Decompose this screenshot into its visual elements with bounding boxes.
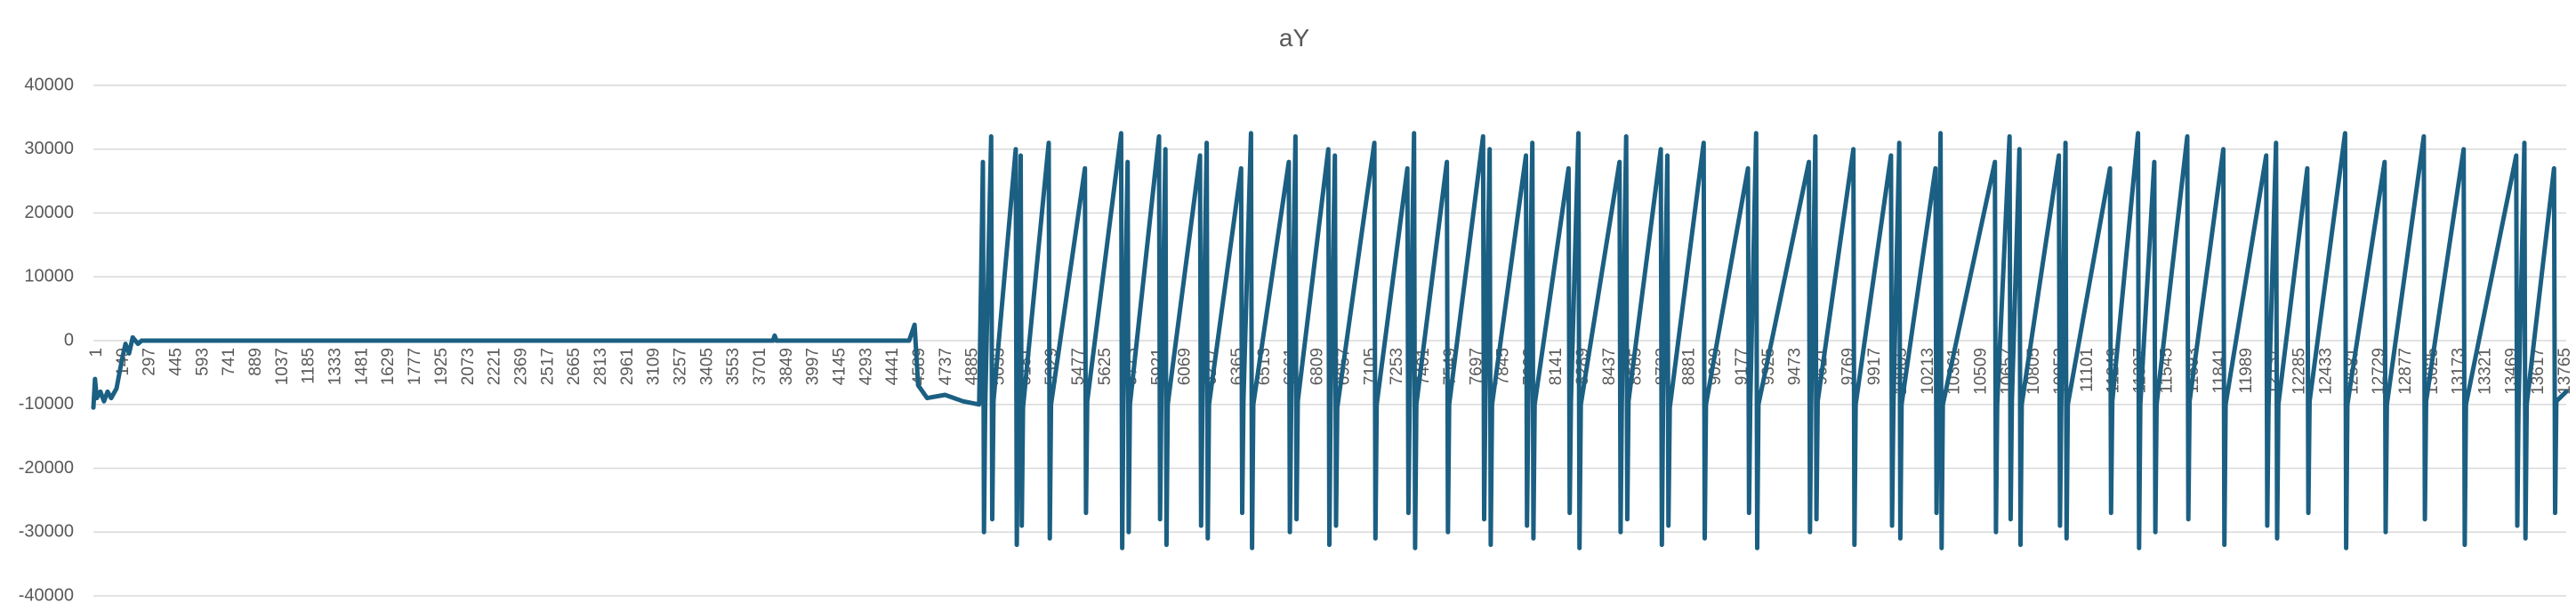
x-tick-label: 4885: [963, 348, 982, 385]
y-tick-label: -30000: [19, 522, 74, 542]
x-tick-label: 1777: [406, 348, 424, 385]
x-tick-label: 1185: [300, 348, 318, 384]
x-tick-label: 297: [141, 348, 159, 376]
x-tick-label: 2221: [486, 348, 504, 385]
x-tick-label: 10509: [1972, 348, 1991, 395]
x-tick-label: 1333: [326, 348, 345, 385]
x-tick-label: 2813: [592, 348, 610, 385]
chart-title: aY: [1279, 24, 1310, 52]
x-tick-label: 1925: [432, 348, 451, 385]
x-tick-label: 1481: [352, 348, 371, 385]
y-tick-label: 20000: [24, 203, 74, 222]
x-tick-label: 889: [246, 348, 265, 376]
x-tick-label: 3701: [751, 348, 769, 385]
x-tick-label: 3257: [671, 348, 689, 385]
x-tick-label: 8437: [1600, 348, 1619, 385]
x-tick-label: 13765: [2556, 348, 2574, 395]
x-tick-label: 11989: [2237, 348, 2256, 393]
x-tick-label: 12877: [2396, 348, 2415, 395]
x-tick-label: 2073: [459, 348, 478, 385]
x-tick-label: 11101: [2078, 348, 2097, 392]
y-tick-label: -20000: [19, 458, 74, 478]
x-tick-label: 9917: [1865, 348, 1884, 385]
x-tick-label: 3997: [804, 348, 823, 385]
x-tick-label: 3553: [724, 348, 743, 385]
x-tick-label: 12433: [2316, 348, 2335, 395]
y-tick-label: -10000: [19, 394, 74, 414]
x-tick-label: 7697: [1468, 348, 1486, 385]
x-tick-label: 4293: [857, 348, 875, 385]
x-tick-label: 741: [220, 348, 238, 376]
x-tick-label: 3849: [777, 348, 796, 385]
x-tick-label: 2517: [538, 348, 557, 385]
x-tick-label: 13321: [2475, 348, 2494, 395]
x-tick-label: 2961: [618, 348, 637, 385]
x-tick-label: 1037: [273, 348, 292, 385]
x-tick-label: 593: [193, 348, 212, 376]
x-tick-label: 1629: [379, 348, 398, 385]
y-tick-label: 10000: [24, 267, 74, 286]
x-tick-label: 1: [87, 348, 106, 358]
x-tick-label: 12285: [2290, 348, 2309, 395]
y-tick-label: 0: [64, 330, 74, 350]
x-tick-label: 10213: [1919, 348, 1937, 395]
x-tick-label: 7253: [1388, 348, 1406, 385]
x-tick-label: 3109: [645, 348, 664, 385]
x-tick-label: 8881: [1679, 348, 1698, 385]
x-tick-label: 4441: [883, 348, 902, 385]
y-tick-label: -40000: [19, 585, 74, 605]
x-tick-label: 4145: [830, 348, 849, 385]
x-tick-label: 4737: [937, 348, 955, 385]
x-tick-label: 10361: [1945, 348, 1964, 395]
data-line: [91, 131, 2569, 551]
x-tick-label: 6069: [1175, 348, 1194, 385]
x-tick-label: 8141: [1547, 348, 1566, 385]
x-tick-label: 6809: [1308, 348, 1327, 385]
x-tick-label: 3405: [697, 348, 716, 385]
y-tick-label: 40000: [24, 75, 74, 94]
x-tick-label: 445: [167, 348, 186, 376]
x-tick-label: 9473: [1786, 348, 1805, 385]
x-tick-label: 5477: [1069, 348, 1088, 385]
x-tick-label: 5625: [1096, 348, 1115, 385]
x-tick-label: 2665: [565, 348, 584, 385]
y-tick-label: 30000: [24, 139, 74, 158]
x-tick-label: 2369: [511, 348, 530, 385]
